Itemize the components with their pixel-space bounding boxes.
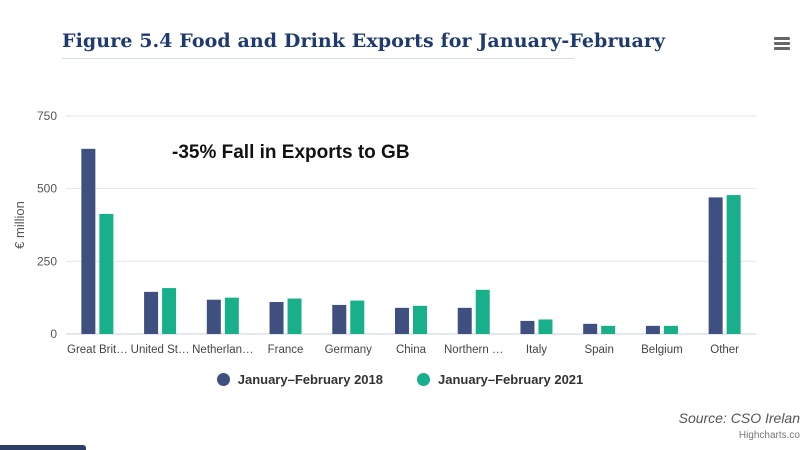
- bar-2018[interactable]: [520, 320, 535, 334]
- bar-2018[interactable]: [583, 323, 598, 334]
- bar-2021[interactable]: [162, 288, 177, 334]
- y-tick-label: 0: [50, 327, 57, 341]
- bar-2021[interactable]: [663, 325, 678, 334]
- x-tick-label: Netherlan…: [192, 344, 253, 356]
- page-scrollbar[interactable]: [0, 445, 86, 450]
- source-note: Source: CSO Irelan: [678, 410, 800, 426]
- chart-annotation: -35% Fall in Exports to GB: [172, 142, 410, 163]
- bar-2018[interactable]: [395, 307, 409, 334]
- bar-2021[interactable]: [224, 297, 239, 334]
- legend-label-2021: January–February 2021: [438, 372, 584, 387]
- x-tick-labels: Great Brit… United St… Netherlan… France Ger…: [67, 344, 739, 356]
- hamburger-menu-icon[interactable]: [774, 37, 790, 51]
- legend-marker-2018: [216, 373, 230, 386]
- x-tick-label: Spain: [584, 344, 613, 356]
- bar-2018[interactable]: [645, 325, 660, 334]
- x-tick-label: France: [268, 344, 304, 356]
- bars: [81, 148, 741, 334]
- bar-2021[interactable]: [287, 298, 302, 334]
- x-tick-label: Italy: [526, 344, 547, 356]
- bar-2018[interactable]: [269, 302, 284, 334]
- bar-2021[interactable]: [538, 319, 553, 334]
- bar-2018[interactable]: [332, 304, 347, 334]
- bar-2018[interactable]: [206, 299, 221, 334]
- y-tick-label: 750: [37, 109, 57, 123]
- bar-2021[interactable]: [350, 300, 365, 334]
- x-tick-label: Northern …: [444, 344, 503, 356]
- x-tick-label: Belgium: [641, 344, 683, 356]
- legend-item-2021[interactable]: January–February 2021: [417, 372, 583, 387]
- y-tick-label: 500: [37, 182, 57, 196]
- bar-2018[interactable]: [708, 197, 723, 334]
- x-tick-label: Great Brit…: [67, 344, 128, 356]
- legend-item-2018[interactable]: January–February 2018: [216, 372, 383, 387]
- legend-marker-2021: [417, 373, 430, 386]
- highcharts-credits[interactable]: Highcharts.co: [738, 430, 800, 441]
- bar-2021[interactable]: [475, 289, 490, 334]
- y-tick-label: 250: [37, 254, 57, 268]
- chart-legend: January–February 2018 January–February 2…: [0, 372, 800, 387]
- bar-2021[interactable]: [99, 213, 114, 334]
- bar-2021[interactable]: [726, 195, 741, 334]
- title-underline: [62, 58, 574, 59]
- y-tick-labels: 0 250 500 750: [37, 109, 57, 341]
- bar-2018[interactable]: [144, 291, 159, 334]
- bar-2018[interactable]: [81, 148, 96, 334]
- x-tick-label: United St…: [131, 344, 190, 356]
- bar-2018[interactable]: [457, 307, 472, 334]
- bar-2021[interactable]: [601, 325, 616, 334]
- chart-title: Figure 5.4 Food and Drink Exports for Ja…: [62, 30, 666, 52]
- x-tick-label: China: [396, 344, 427, 356]
- y-axis-label: € million: [12, 201, 27, 249]
- gridlines: [66, 115, 756, 335]
- bar-2021[interactable]: [413, 305, 427, 334]
- x-tick-label: Other: [710, 344, 739, 356]
- x-tick-label: Germany: [325, 344, 373, 356]
- legend-label-2018: January–February 2018: [237, 372, 383, 387]
